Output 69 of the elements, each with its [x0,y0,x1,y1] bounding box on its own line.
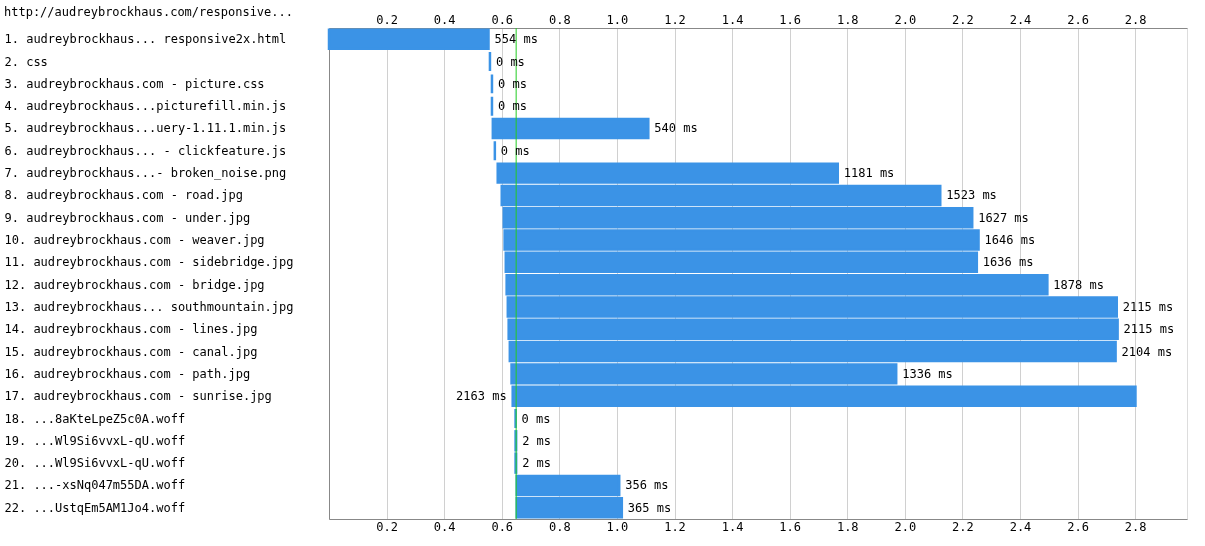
y-tick-label: 11. audreybrockhaus.com - sidebridge.jpg [4,255,294,270]
annotation: 1878 ms [1053,277,1104,292]
y-tick-label: 12. audreybrockhaus.com - bridge.jpg [4,277,265,292]
x-tick-label: 0.4 [433,519,456,534]
annotation: 1636 ms [982,255,1034,270]
y-tick-label: 5. audreybrockhaus...uery-1.11.1.min.js [4,121,287,136]
x2-tick-label: 2.4 [1009,12,1032,27]
x-tick-label: 0.8 [548,519,571,534]
y-tick-label: 18. ...8aKteLpeZ5c0A.woff [4,411,186,426]
x-tick-label: 1.2 [664,519,686,534]
y-tick-label: 21. ...-xsNq047m55DA.woff [4,478,186,493]
y-tick-label: 17. audreybrockhaus.com - sunrise.jpg [4,389,272,404]
y-tick-label: 6. audreybrockhaus... - clickfeature.js [4,143,287,158]
x2-tick-label: 1.8 [836,12,859,27]
y-tick-label: 8. audreybrockhaus.com - road.jpg [4,188,243,203]
annotation: 2 ms [522,433,552,448]
y-tick-label: 1. audreybrockhaus... responsive2x.html [4,32,287,47]
x-tick-label: 1.0 [606,519,629,534]
x-tick-label: 1.6 [779,519,802,534]
y-tick-label: 20. ...Wl9Si6vvxL-qU.woff [4,456,186,471]
x2-tick-label: 1.2 [664,12,686,27]
y-tick-label: 3. audreybrockhaus.com - picture.css [4,76,265,91]
x-tick-label: 1.8 [836,519,859,534]
annotation: 1646 ms [984,233,1036,248]
x-tick-label: 0.2 [376,519,398,534]
annotation: 554 ms [494,32,538,47]
x2-tick-label: 1.0 [606,12,629,27]
annotation: 1627 ms [978,210,1029,225]
x-tick-label: 2.2 [952,519,974,534]
annotation: 2104 ms [1121,344,1173,359]
x-tick-label: 2.4 [1009,519,1032,534]
annotation: 2163 ms [456,389,507,404]
y-tick-label: 10. audreybrockhaus.com - weaver.jpg [4,233,265,248]
y-tick-label: 19. ...Wl9Si6vvxL-qU.woff [4,433,186,448]
annotation: 365 ms [627,500,672,515]
x-tick-label: 2.0 [894,519,917,534]
text: http://audreybrockhaus.com/responsive... [4,5,293,19]
y-tick-label: 13. audreybrockhaus... southmountain.jpg [4,299,294,314]
x2-tick-label: 1.4 [721,12,744,27]
x-tick-label: 2.8 [1124,519,1147,534]
annotation: 356 ms [625,478,669,493]
y-tick-label: 4. audreybrockhaus...picturefill.min.js [4,99,287,114]
annotation: 2115 ms [1122,299,1174,314]
annotation: 1181 ms [843,166,895,181]
x2-tick-label: 0.2 [376,12,398,27]
y-tick-label: 2. css [4,54,48,69]
annotation: 540 ms [654,121,698,136]
x2-tick-label: 2.8 [1124,12,1147,27]
x2-tick-label: 2.6 [1067,12,1089,27]
x2-tick-label: 2.0 [894,12,917,27]
annotation: 1336 ms [902,366,953,381]
y-tick-label: 16. audreybrockhaus.com - path.jpg [4,366,251,381]
x2-tick-label: 0.6 [491,12,514,27]
annotation: 2115 ms [1123,322,1175,337]
y-tick-label: 22. ...UstqEm5AM1Jo4.woff [4,500,186,515]
y-tick-label: 7. audreybrockhaus...- broken_noise.png [4,166,287,181]
x2-tick-label: 1.6 [779,12,802,27]
annotation: 1523 ms [946,188,997,203]
y-tick-label: 15. audreybrockhaus.com - canal.jpg [4,344,258,359]
x2-tick-label: 0.8 [548,12,571,27]
x-tick-label: 0.6 [491,519,514,534]
x-tick-label: 2.6 [1067,519,1089,534]
x2-tick-label: 2.2 [952,12,974,27]
annotation: 2 ms [522,456,552,471]
y-tick-label: 9. audreybrockhaus.com - under.jpg [4,210,251,225]
x2-tick-label: 0.4 [433,12,456,27]
annotation: 0 ms [521,411,551,426]
y-tick-label: 14. audreybrockhaus.com - lines.jpg [4,322,258,337]
x-tick-label: 1.4 [721,519,744,534]
